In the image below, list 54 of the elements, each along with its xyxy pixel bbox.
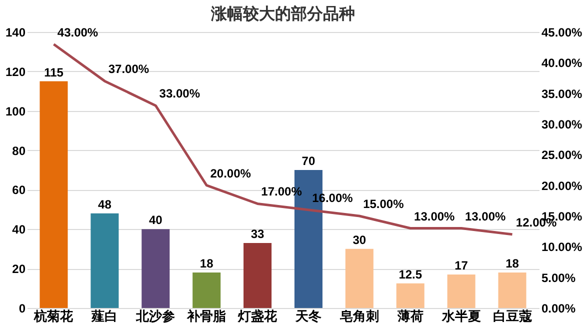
data-label: 12.5 bbox=[398, 267, 422, 282]
x-tick-label: 皂角刺 bbox=[338, 308, 379, 324]
y2-tick-label: 5.00% bbox=[542, 270, 576, 285]
y2-tick-label: 35.00% bbox=[542, 86, 583, 101]
data-label: 33.00% bbox=[159, 86, 200, 101]
data-label: 17 bbox=[454, 258, 468, 272]
bar bbox=[90, 213, 119, 308]
data-label: 15.00% bbox=[363, 197, 404, 211]
y-tick-label: 20 bbox=[12, 262, 26, 276]
y-tick-label: 60 bbox=[12, 183, 26, 198]
y-tick-label: 120 bbox=[5, 64, 26, 79]
y2-tick-label: 45.00% bbox=[542, 26, 583, 40]
chart-title: 涨幅较大的部分品种 bbox=[210, 5, 355, 23]
y2-tick-label: 20.00% bbox=[542, 178, 583, 193]
x-tick-label: 灯盏花 bbox=[237, 308, 278, 324]
data-label: 33 bbox=[250, 226, 265, 241]
y2-tick-label: 10.00% bbox=[542, 240, 583, 254]
x-tick-label: 补骨脂 bbox=[186, 308, 226, 324]
bar bbox=[192, 272, 221, 308]
bar bbox=[244, 242, 272, 308]
x-tick-label: 水半夏 bbox=[440, 308, 481, 324]
bar bbox=[345, 248, 374, 308]
bar bbox=[447, 274, 476, 308]
bar bbox=[40, 81, 68, 308]
x-tick-label: 白豆蔻 bbox=[492, 308, 532, 324]
data-label: 18 bbox=[506, 256, 520, 271]
data-label: 40 bbox=[148, 213, 163, 228]
y-tick-label: 100 bbox=[5, 104, 26, 118]
data-label: 70 bbox=[302, 154, 316, 168]
y-tick-label: 0 bbox=[18, 302, 26, 316]
y2-tick-label: 25.00% bbox=[542, 148, 583, 162]
y-tick-label: 80 bbox=[12, 144, 26, 158]
bar bbox=[142, 229, 170, 308]
data-label: 37.00% bbox=[108, 62, 150, 76]
data-label: 18 bbox=[200, 256, 214, 271]
x-tick-label: 薤白 bbox=[90, 308, 118, 324]
y-tick-label: 40 bbox=[12, 222, 26, 237]
y2-tick-label: 0.00% bbox=[542, 302, 576, 316]
data-label: 13.00% bbox=[414, 209, 456, 224]
x-tick-label: 薄荷 bbox=[396, 308, 424, 324]
x-tick-label: 北沙参 bbox=[135, 308, 176, 324]
y2-tick-label: 40.00% bbox=[542, 56, 583, 70]
data-label: 13.00% bbox=[464, 209, 506, 224]
x-tick-label: 天冬 bbox=[294, 308, 322, 324]
y-tick-label: 140 bbox=[5, 26, 26, 40]
data-label: 115 bbox=[44, 65, 64, 80]
y2-tick-label: 30.00% bbox=[542, 118, 583, 132]
data-label: 48 bbox=[98, 197, 112, 212]
data-label: 20.00% bbox=[210, 166, 252, 180]
bar bbox=[396, 283, 424, 308]
data-label: 43.00% bbox=[57, 25, 98, 40]
x-tick-label: 杭菊花 bbox=[33, 308, 74, 324]
data-label: 30 bbox=[352, 232, 366, 247]
bar bbox=[498, 272, 526, 308]
